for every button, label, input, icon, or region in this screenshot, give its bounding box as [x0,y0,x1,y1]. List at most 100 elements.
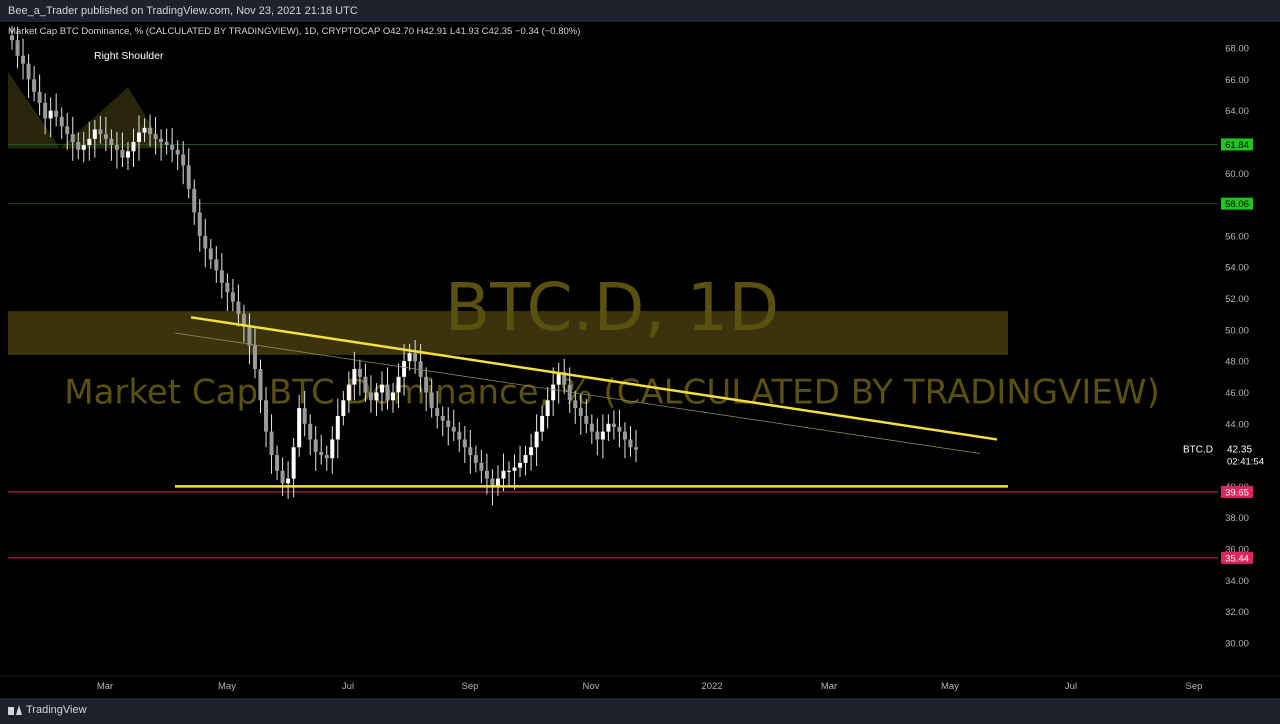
candle-body [21,55,26,64]
candle-body [545,400,550,416]
candle-body [584,415,589,424]
y-tick-label: 50.00 [1225,325,1249,336]
candle-body [203,235,208,249]
candle-body [120,149,125,158]
candle-body [319,451,324,456]
candle-body [413,353,418,362]
legend-symbol-title: Market Cap BTC Dominance, % (CALCULATED … [8,26,381,37]
candle-body [606,423,611,432]
candle-body [208,248,213,260]
candle-body [297,408,302,448]
candle-body [490,478,495,487]
time-axis-background [0,676,1280,698]
candle-body [264,400,269,432]
candle-body [109,138,114,146]
candle-body [148,127,153,135]
candle-body [473,455,478,463]
candle-body [379,384,384,393]
candle-body [76,141,81,150]
candle-body [440,415,445,421]
candle-body [479,462,484,471]
candle-body [518,462,523,468]
candle-body [385,384,390,401]
candle-body [181,154,186,166]
candle-body [330,439,335,459]
candle-body [600,431,605,440]
price-chart[interactable]: BTC.D, 1D Market Cap BTC Dominance, % (CA… [0,22,1280,698]
candle-body [368,392,373,401]
candle-body [435,408,440,416]
candle-body [258,368,263,401]
x-tick-label: May [941,681,959,692]
candle-body [15,40,20,56]
candle-body [81,145,86,150]
candle-body [551,384,556,401]
y-tick-label: 56.00 [1225,231,1249,242]
candle-body [391,392,396,401]
candle-body [352,368,357,385]
candle-body [241,314,246,327]
candle-body [54,110,59,117]
last-price-label: 42.35 [1227,445,1252,456]
candle-body [512,467,517,471]
candle-body [164,141,169,146]
candle-body [446,420,451,427]
candle-body [418,361,423,377]
level-price-tag [1221,138,1253,151]
level-price-label: 35.44 [1225,553,1249,564]
x-tick-label: Mar [97,681,113,692]
candle-body [137,132,142,142]
tradingview-brand[interactable]: TradingView [8,704,87,716]
candle-body [468,447,473,456]
candle-body [578,408,583,416]
candle-body [197,212,202,236]
candle-body [159,138,164,142]
brand-label: TradingView [26,704,87,716]
candle-body [302,408,307,424]
y-tick-label: 68.00 [1225,44,1249,55]
candle-body [153,134,158,139]
candle-body [114,145,119,150]
y-tick-label: 38.00 [1225,513,1249,524]
x-tick-label: Mar [821,681,837,692]
candle-body [335,415,340,440]
x-tick-label: Sep [1186,681,1203,692]
candle-body [451,426,456,432]
candle-body [484,470,489,479]
level-price-label: 61.84 [1225,140,1249,151]
candle-body [462,439,467,448]
candle-body [457,431,462,440]
candle-body [556,372,561,385]
x-tick-label: Sep [462,681,479,692]
candle-body [192,188,197,213]
candle-body [142,127,147,133]
x-tick-label: 2022 [701,681,722,692]
y-tick-label: 54.00 [1225,263,1249,274]
candle-body [374,392,379,401]
candle-body [523,455,528,463]
candle-body [32,79,37,92]
candle-body [589,423,594,432]
y-tick-label: 64.00 [1225,106,1249,117]
candle-series [10,26,638,506]
published-text: Bee_a_Trader published on TradingView.co… [8,5,358,17]
candle-body [175,149,180,155]
candle-body [402,361,407,377]
tradingview-logo-icon [8,704,22,716]
candle-body [628,439,633,448]
candle-body [92,129,97,139]
candle-body [225,282,230,293]
y-tick-label: 52.00 [1225,294,1249,305]
candle-body [98,129,103,135]
candle-body [269,431,274,456]
candle-body [573,400,578,409]
candle-body [252,345,257,369]
candle-body [65,126,70,135]
last-price-tag [1221,442,1267,467]
legend-open: O42.70 [382,26,414,37]
candle-body [87,138,92,146]
candle-body [125,151,130,158]
candle-body [214,259,219,271]
candle-body [634,447,638,450]
candle-body [59,116,64,127]
